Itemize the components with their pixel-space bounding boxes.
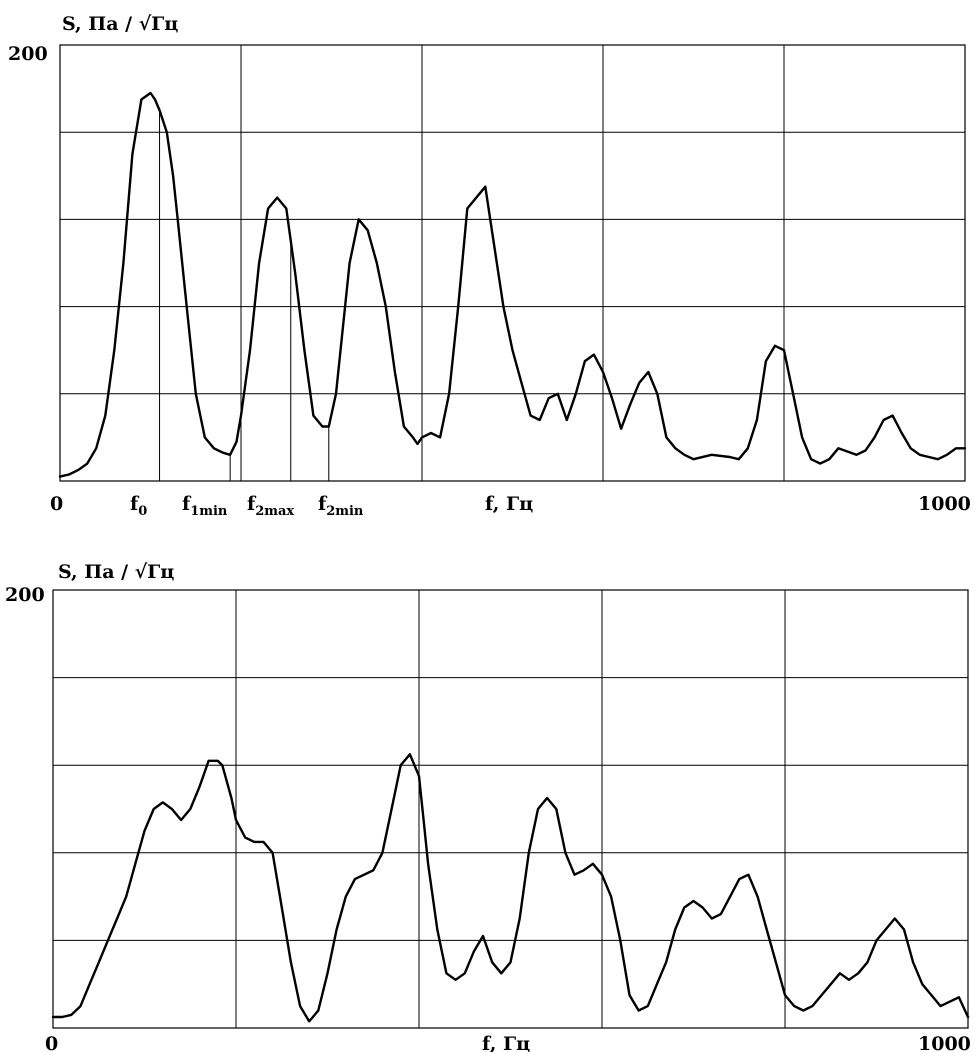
y-tick-label: 200 (5, 584, 45, 606)
x-tick-label: 0 (50, 493, 63, 515)
x-axis-label: f, Гц (485, 493, 533, 515)
x-tick-label: 1000 (918, 493, 971, 515)
plot-frame (59, 44, 966, 482)
plot-frame (52, 589, 969, 1029)
bottom-spectrum-chart: S, Па / √Гц 200 0 1000 f, Гц (5, 561, 971, 1052)
frequency-marker-label: f2min (318, 493, 364, 519)
y-axis-label: S, Па / √Гц (58, 561, 174, 583)
x-tick-label: 1000 (918, 1033, 971, 1052)
spectrum-curve (58, 91, 967, 478)
marker-symbol: f (182, 493, 192, 515)
marker-subscript: 2min (326, 504, 364, 519)
y-tick-label: 200 (8, 43, 48, 65)
frequency-marker-label: f2max (247, 493, 294, 519)
frequency-marker-label: f0 (130, 493, 147, 519)
x-tick-label: 0 (45, 1033, 58, 1052)
marker-subscript: 0 (138, 504, 147, 519)
spectrum-curve (51, 753, 970, 1023)
marker-symbol: f (130, 493, 140, 515)
marker-subscript: 1min (190, 504, 228, 519)
y-axis-label: S, Па / √Гц (62, 13, 178, 35)
marker-symbol: f (318, 493, 328, 515)
marker-symbol: f (247, 493, 257, 515)
x-axis-label: f, Гц (482, 1033, 530, 1052)
marker-subscript: 2max (255, 504, 294, 519)
frequency-marker-label: f1min (182, 493, 228, 519)
